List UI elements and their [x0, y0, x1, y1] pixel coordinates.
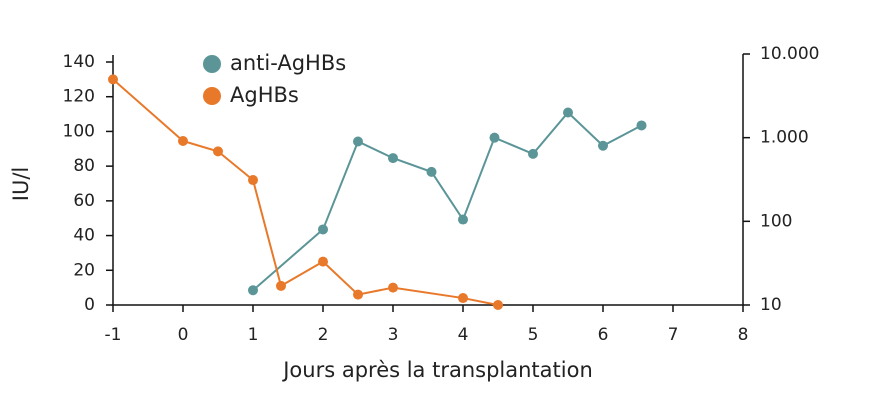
y-tick-label: 60 — [73, 191, 95, 211]
data-point — [318, 224, 328, 235]
data-point — [388, 153, 398, 164]
data-point — [458, 214, 468, 225]
x-tick-label: 2 — [318, 325, 329, 345]
y2-tick-label: 10 — [760, 295, 782, 315]
y-tick-label: 140 — [63, 52, 95, 72]
data-point — [528, 148, 538, 159]
x-tick-label: -1 — [105, 325, 122, 345]
x-tick-label: 5 — [528, 325, 539, 345]
data-point — [636, 120, 647, 131]
data-point — [353, 289, 363, 300]
data-point — [598, 140, 608, 151]
data-point — [458, 293, 468, 304]
y-tick-label: 40 — [73, 226, 95, 246]
y-tick-label: 120 — [63, 87, 95, 107]
series-line — [112, 78, 499, 306]
x-tick-label: 8 — [738, 325, 749, 345]
x-tick-label: 6 — [598, 325, 609, 345]
x-tick-label: 4 — [458, 325, 469, 345]
data-point — [248, 175, 258, 186]
legend-marker — [203, 87, 221, 105]
data-point — [489, 132, 500, 143]
data-point — [108, 74, 118, 85]
legend-marker — [203, 55, 221, 73]
y-tick-label: 20 — [73, 260, 95, 280]
data-point — [213, 146, 223, 157]
data-point — [353, 136, 363, 147]
data-point — [493, 300, 503, 310]
data-point — [276, 280, 286, 291]
y-tick-label: 80 — [73, 156, 95, 176]
legend-label: anti-AgHBs — [230, 51, 346, 75]
data-point — [563, 107, 573, 118]
y-tick-label: 0 — [84, 295, 95, 315]
data-point — [426, 166, 437, 177]
data-point — [318, 256, 328, 267]
y2-tick-label: 100 — [760, 211, 792, 231]
data-point — [388, 282, 398, 293]
data-point — [178, 135, 188, 146]
legend-label: AgHBs — [230, 83, 299, 107]
y2-tick-label: 1.000 — [760, 128, 809, 148]
x-tick-label: 0 — [178, 325, 189, 345]
x-tick-label: 3 — [388, 325, 399, 345]
x-axis-label: Jours après la transplantation — [281, 358, 593, 382]
y2-tick-label: 10.000 — [760, 44, 819, 64]
data-point — [248, 285, 258, 296]
y-axis-label: IU/l — [9, 167, 33, 201]
y-tick-label: 100 — [63, 121, 95, 141]
series-line — [252, 111, 642, 292]
x-tick-label: 7 — [668, 325, 679, 345]
x-tick-label: 1 — [248, 325, 259, 345]
